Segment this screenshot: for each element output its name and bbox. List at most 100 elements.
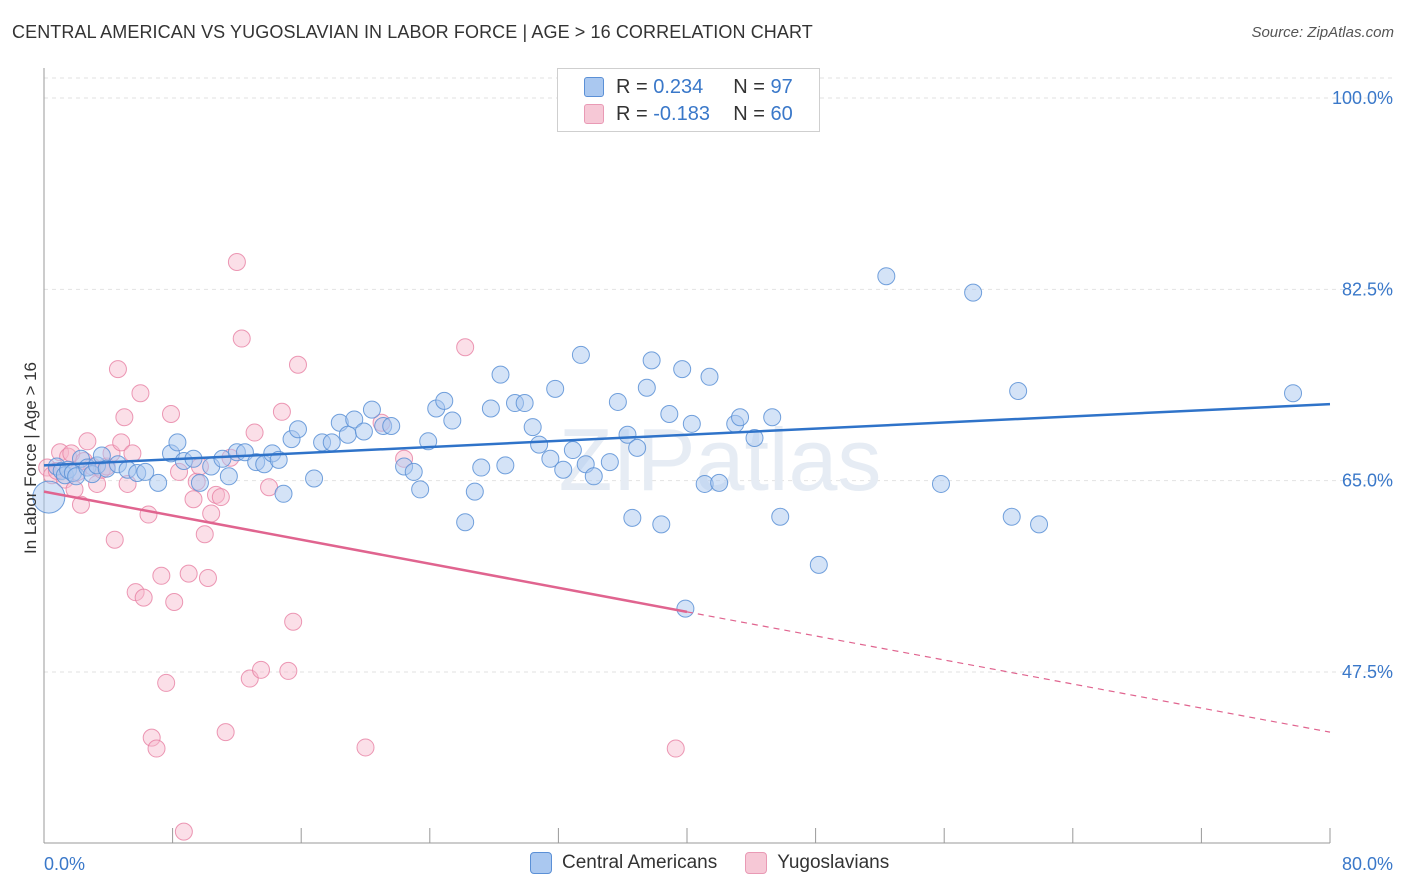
legend-label: Central Americans (562, 852, 718, 873)
central-american-point (554, 460, 573, 479)
y-tick-label: 47.5% (1342, 662, 1393, 682)
yugoslavian-point (284, 612, 303, 631)
central-american-point (877, 267, 896, 286)
yugoslavian-point (207, 485, 226, 504)
central-american-point (456, 513, 475, 532)
central-american-point (362, 400, 381, 419)
central-american-point (32, 480, 66, 514)
central-american-point (710, 473, 729, 492)
central-american-point (382, 417, 401, 435)
central-american-point (1284, 384, 1303, 403)
legend-swatch-pink (745, 852, 768, 874)
y-tick-label: 65.0% (1342, 471, 1393, 491)
yugoslavian-point (252, 660, 271, 679)
central-american-point (404, 462, 423, 481)
yugoslavian-point (134, 588, 153, 607)
central-american-point (676, 599, 695, 618)
central-american-point (288, 420, 307, 439)
yugoslavian-point (179, 564, 198, 583)
central-american-point (608, 392, 627, 411)
central-american-point (700, 367, 719, 386)
yugoslavian-point (232, 329, 251, 348)
yugoslavian-point (115, 408, 134, 427)
yugoslavian-point (356, 738, 375, 757)
central-american-point (809, 555, 828, 574)
central-american-point (345, 410, 364, 429)
n-value-blue: 97 (770, 75, 793, 98)
yugoslavian-point (139, 505, 158, 524)
central-american-point (219, 467, 238, 486)
yugoslavian-point (131, 384, 150, 403)
central-american-point (465, 482, 484, 501)
central-americans-points (32, 267, 1303, 618)
central-american-point (305, 469, 324, 488)
central-american-point (964, 283, 983, 302)
yugoslavians-trend-line (43, 490, 688, 614)
central-american-point (269, 450, 288, 469)
central-american-point (472, 458, 491, 477)
central-american-point (354, 422, 373, 441)
central-american-point (190, 473, 209, 492)
r-label: R = (616, 75, 648, 98)
central-american-point (322, 433, 341, 452)
central-american-point (136, 462, 155, 481)
yugoslavian-point (174, 822, 193, 841)
central-american-point (523, 418, 542, 437)
legend-item-central-americans: Central Americans (530, 852, 717, 874)
y-tick-label: 82.5% (1342, 279, 1393, 299)
yugoslavian-point (165, 593, 184, 612)
legend-swatch-pink (584, 104, 604, 124)
r-label: R = (616, 102, 648, 125)
yugoslavian-point (161, 404, 180, 423)
central-american-point (642, 351, 661, 370)
central-american-point (584, 467, 603, 486)
yugoslavian-point (456, 338, 475, 357)
central-american-point (443, 411, 462, 430)
yugoslavian-point (245, 423, 264, 442)
central-american-point (682, 414, 701, 433)
yugoslavian-point (142, 728, 161, 747)
yugoslavian-point (279, 661, 298, 680)
x-tick-label: 80.0% (1342, 854, 1393, 874)
yugoslavian-point (108, 360, 127, 379)
yugoslavian-point (288, 355, 307, 374)
source-label: Source: ZipAtlas.com (1251, 24, 1394, 41)
central-american-point (628, 438, 647, 457)
central-american-point (931, 474, 950, 493)
central-american-point (637, 378, 656, 397)
central-american-point (541, 449, 560, 468)
legend-row-central-americans: R = 0.234 N = 97 (584, 75, 793, 99)
central-american-point (530, 435, 549, 454)
yugoslavian-point (272, 402, 291, 421)
central-american-point (1002, 507, 1021, 526)
central-american-point (600, 453, 619, 472)
stats-legend: R = 0.234 N = 97 R = -0.183 N = 60 (557, 68, 820, 132)
axes (43, 68, 1331, 844)
central-american-point (571, 345, 590, 364)
legend-item-yugoslavians: Yugoslavians (745, 852, 889, 874)
legend-swatch-blue (530, 852, 552, 874)
central-american-point (1030, 515, 1049, 534)
yugoslavian-point (184, 490, 203, 509)
chart-title: CENTRAL AMERICAN VS YUGOSLAVIAN IN LABOR… (12, 22, 813, 42)
central-american-point (435, 391, 454, 410)
r-value-blue: 0.234 (653, 75, 704, 98)
central-american-point (771, 507, 790, 526)
central-american-point (274, 484, 293, 503)
legend-swatch-blue (584, 77, 604, 97)
yugoslavian-point (157, 673, 176, 692)
n-value-pink: 60 (770, 102, 793, 125)
yugoslavian-point (198, 568, 217, 587)
central-american-point (515, 394, 534, 413)
y-tick-label: 100.0% (1332, 88, 1393, 108)
central-american-point (491, 365, 510, 384)
n-label: N = (733, 102, 765, 125)
central-american-point (496, 456, 515, 475)
central-american-point (660, 404, 679, 423)
central-american-point (481, 399, 500, 418)
yugoslavian-point (216, 723, 235, 742)
n-label: N = (733, 75, 765, 98)
y-axis-label: In Labor Force | Age > 16 (21, 362, 40, 554)
central-american-point (1009, 382, 1028, 401)
